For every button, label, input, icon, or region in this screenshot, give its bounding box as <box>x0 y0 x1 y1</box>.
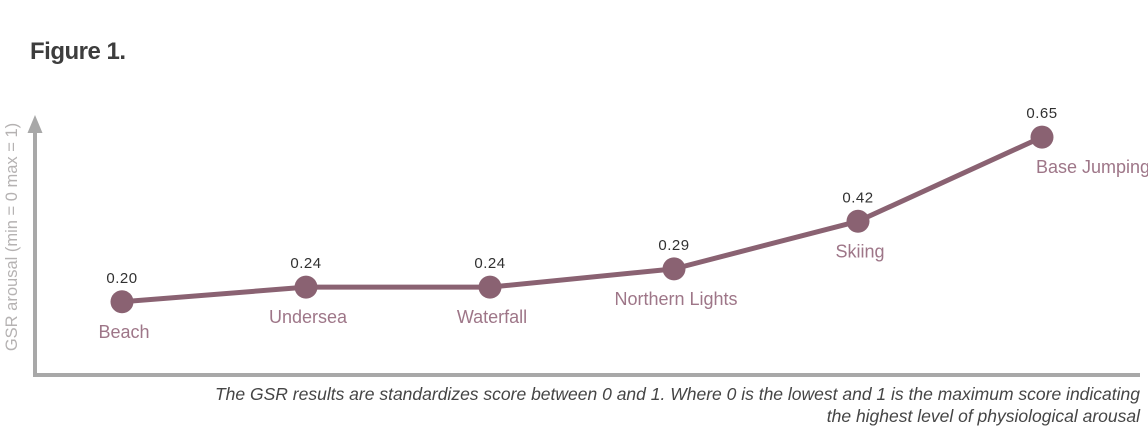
value-label: 0.24 <box>290 255 321 272</box>
category-label: Beach <box>98 322 149 342</box>
category-label: Undersea <box>269 307 348 327</box>
figure-title: Figure 1. <box>30 38 126 65</box>
figure-caption: The GSR results are standardizes score b… <box>214 384 1140 427</box>
value-label: 0.29 <box>658 237 689 254</box>
value-label: 0.65 <box>1026 105 1057 122</box>
data-point <box>110 290 134 314</box>
data-point <box>478 275 502 299</box>
data-point <box>662 257 686 281</box>
y-axis-label: GSR arousal (min = 0 max = 1) <box>3 123 21 351</box>
category-label: Waterfall <box>457 307 527 327</box>
category-label: Base Jumping <box>1036 157 1148 177</box>
data-point <box>1030 125 1054 149</box>
category-label: Skiing <box>835 241 884 261</box>
value-label: 0.24 <box>474 255 505 272</box>
value-label: 0.20 <box>106 270 137 287</box>
value-label: 0.42 <box>842 189 873 206</box>
data-point <box>846 209 870 233</box>
data-point <box>294 275 318 299</box>
category-label: Northern Lights <box>614 289 737 309</box>
y-axis-arrow-icon <box>27 115 43 133</box>
series-line <box>119 134 1045 305</box>
